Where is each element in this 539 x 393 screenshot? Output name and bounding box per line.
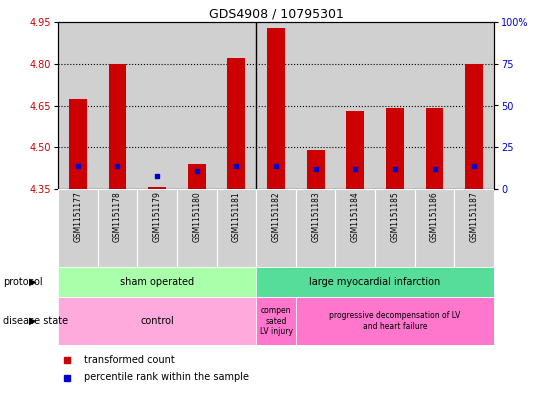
Bar [426, 108, 444, 189]
Bar [108, 64, 126, 189]
Bar [465, 64, 483, 189]
Text: progressive decompensation of LV
and heart failure: progressive decompensation of LV and hea… [329, 311, 461, 331]
Text: control: control [140, 316, 174, 326]
Bar [386, 108, 404, 189]
Text: GSM1151186: GSM1151186 [430, 191, 439, 242]
Text: GSM1151180: GSM1151180 [192, 191, 201, 242]
Bar [177, 189, 217, 267]
Bar [296, 189, 335, 267]
Bar [256, 189, 296, 267]
Text: compen
sated
LV injury: compen sated LV injury [259, 306, 293, 336]
Bar [335, 189, 375, 267]
Bar [414, 189, 454, 267]
Bar [58, 189, 98, 267]
Bar [256, 267, 494, 297]
Text: percentile rank within the sample: percentile rank within the sample [84, 373, 249, 382]
Text: disease state: disease state [3, 316, 68, 326]
Bar [98, 189, 137, 267]
Title: GDS4908 / 10795301: GDS4908 / 10795301 [209, 8, 343, 21]
Text: GSM1151179: GSM1151179 [153, 191, 162, 242]
Bar [267, 28, 285, 189]
Text: ▶: ▶ [29, 316, 37, 326]
Bar [217, 189, 256, 267]
Bar [69, 99, 87, 189]
Text: GSM1151183: GSM1151183 [311, 191, 320, 242]
Text: transformed count: transformed count [84, 354, 175, 365]
Text: GSM1151178: GSM1151178 [113, 191, 122, 242]
Bar [347, 111, 364, 189]
Text: sham operated: sham operated [120, 277, 194, 287]
Bar [454, 189, 494, 267]
Text: GSM1151182: GSM1151182 [272, 191, 280, 242]
Bar [137, 189, 177, 267]
Bar [256, 297, 296, 345]
Bar [58, 297, 256, 345]
Text: protocol: protocol [3, 277, 43, 287]
Text: ▶: ▶ [29, 277, 37, 287]
Bar [375, 189, 414, 267]
Text: GSM1151184: GSM1151184 [351, 191, 360, 242]
Bar [307, 150, 324, 189]
Bar [188, 164, 206, 189]
Text: GSM1151187: GSM1151187 [469, 191, 479, 242]
Text: GSM1151185: GSM1151185 [390, 191, 399, 242]
Bar [227, 58, 245, 189]
Text: large myocardial infarction: large myocardial infarction [309, 277, 441, 287]
Text: GSM1151177: GSM1151177 [73, 191, 82, 242]
Bar [296, 297, 494, 345]
Bar [148, 187, 166, 189]
Bar [58, 267, 256, 297]
Text: GSM1151181: GSM1151181 [232, 191, 241, 242]
